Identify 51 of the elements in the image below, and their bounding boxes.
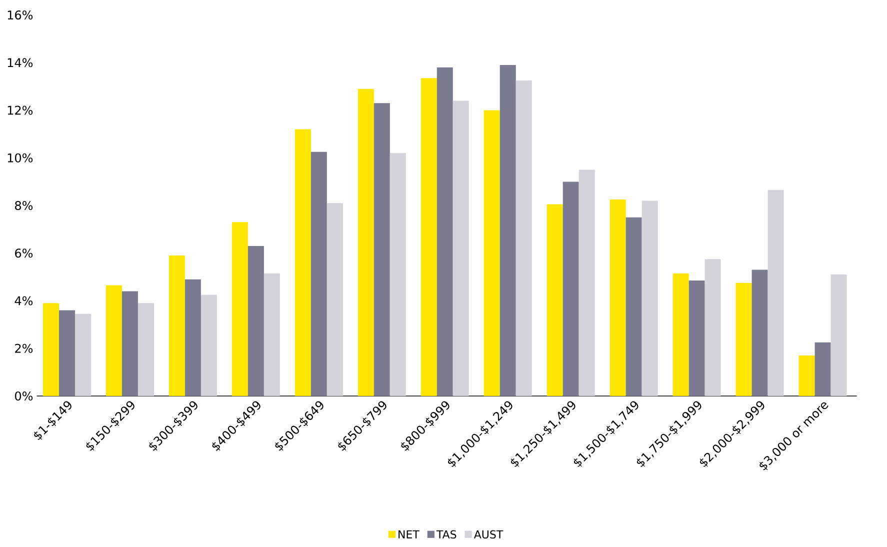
- bar: [184, 279, 201, 396]
- bar: [138, 303, 154, 396]
- bar: [798, 356, 815, 396]
- bar: [43, 303, 59, 396]
- bar: [578, 170, 595, 396]
- bar: [310, 152, 327, 396]
- bar: [294, 129, 311, 396]
- bar: [688, 280, 705, 396]
- y-tick-label: 14%: [8, 58, 33, 68]
- bar: [672, 273, 689, 396]
- bar: [358, 88, 374, 396]
- legend-label: AUST: [474, 530, 504, 539]
- bar: [106, 285, 122, 396]
- bar: [814, 342, 831, 396]
- bar: [200, 294, 217, 396]
- bar: [248, 246, 264, 396]
- bar: [452, 100, 469, 396]
- bar: [264, 273, 280, 396]
- bar: [122, 291, 138, 396]
- bar: [516, 80, 532, 396]
- y-tick-label: 0%: [15, 391, 33, 401]
- legend-label: NET: [398, 530, 420, 538]
- bar: [830, 274, 847, 396]
- legend-label: TAS: [436, 530, 456, 539]
- bar: [546, 204, 563, 396]
- y-tick-label: 2%: [15, 344, 33, 353]
- bar: [768, 190, 784, 396]
- bar: [326, 203, 343, 396]
- bar: [500, 65, 516, 396]
- bar: [75, 314, 91, 396]
- y-tick-label: 16%: [8, 10, 33, 20]
- bar: [562, 182, 579, 396]
- y-tick-label: 12%: [8, 106, 33, 115]
- bar: [704, 259, 721, 396]
- y-tick-label: 4%: [14, 296, 33, 306]
- y-tick-label: 8%: [15, 200, 33, 210]
- y-tick-label: 10%: [8, 153, 33, 162]
- bar: [232, 222, 248, 396]
- bar: [59, 310, 75, 396]
- bar: [642, 200, 658, 396]
- bar: [374, 103, 390, 396]
- bar: [436, 67, 453, 396]
- bar: [752, 270, 768, 396]
- bar: [420, 78, 437, 396]
- bar: [484, 110, 500, 396]
- bar: [736, 282, 752, 396]
- bar: [390, 153, 406, 396]
- bar: [168, 256, 185, 396]
- bar: [610, 200, 626, 396]
- y-tick-label: 6%: [15, 248, 33, 258]
- bar: [626, 217, 642, 396]
